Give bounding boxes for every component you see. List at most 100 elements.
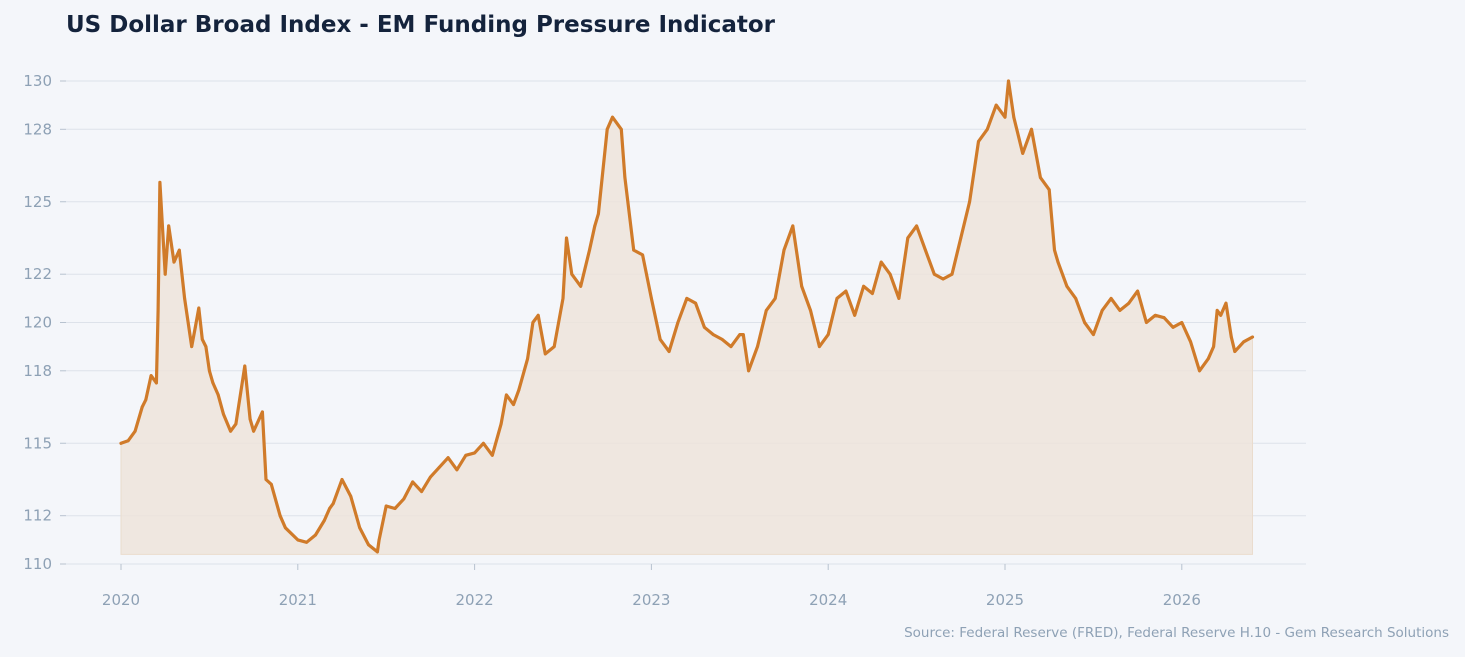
data-point [809,309,812,312]
x-axis: 2020 2021 2022 2023 2024 2025 2026 [66,563,1306,609]
data-point [517,388,521,392]
data-point [1215,309,1219,312]
data-point [208,369,211,373]
data-point [685,297,689,300]
data-point [711,333,715,336]
data-point [1242,340,1246,344]
data-point [126,439,130,443]
data-point [561,297,565,300]
data-point [1189,340,1192,344]
data-point [667,350,671,353]
data-point [1198,369,1201,373]
y-tick-label: 115 [23,434,52,452]
x-tick-label: 2020 [102,591,140,609]
data-point [985,127,989,131]
data-point [741,333,745,336]
data-point [1136,289,1139,293]
data-point [190,345,194,348]
data-point [1224,301,1228,305]
y-axis: 110 112 115 118 120 122 125 128 130 [23,72,66,573]
data-point [818,345,821,348]
data-point [155,381,158,385]
data-point [455,468,459,472]
data-point [512,403,515,406]
data-point [1056,260,1060,264]
data-point [835,297,839,300]
data-point [552,345,556,348]
data-point [376,550,379,554]
y-tick-label: 130 [23,72,52,90]
data-point [932,272,936,276]
data-point [641,253,644,257]
data-point [773,297,777,300]
data-point [1053,248,1056,252]
data-point [968,200,971,204]
data-point [229,429,233,433]
data-point [756,345,759,348]
data-point [1030,127,1033,131]
data-point [473,451,476,455]
data-point [588,248,591,252]
data-point [197,306,201,310]
data-point [119,441,123,445]
data-point [243,364,247,368]
data-point [322,519,326,522]
data-point [177,248,181,252]
data-point [526,357,529,361]
data-point [429,475,432,479]
data-point [269,482,273,486]
data-point [977,140,980,143]
data-point [499,422,503,426]
data-point [862,284,865,288]
data-point [411,480,415,484]
data-point [1003,115,1007,119]
data-point [1145,321,1148,324]
y-tick-label: 118 [23,362,52,380]
data-point [172,260,176,264]
data-point [384,504,388,508]
x-tick-label: 2024 [809,591,847,609]
y-tick-label: 125 [23,193,52,211]
data-point [579,284,583,288]
data-point [1083,321,1086,324]
data-point [915,224,918,228]
data-point [1233,350,1237,353]
data-point [764,309,768,312]
data-point [1074,297,1078,300]
data-point [167,224,171,228]
data-point [611,115,614,119]
data-point [284,526,287,530]
data-point [1118,309,1122,312]
data-point [305,540,308,544]
data-point [163,272,167,276]
data-point [1212,345,1215,348]
y-tick-label: 128 [23,120,52,138]
data-point [871,292,874,295]
x-tick-label: 2025 [986,591,1024,609]
data-point [252,429,256,433]
data-point [994,103,998,107]
x-tick-label: 2026 [1163,591,1201,609]
data-point [676,321,680,324]
y-tick-label: 112 [23,507,52,525]
data-point [1065,284,1069,288]
y-tick-label: 110 [23,555,52,573]
data-point [844,289,848,293]
data-point [204,345,208,348]
y-tick-label: 122 [23,265,52,283]
data-point [950,272,954,276]
x-tick-label: 2022 [456,591,494,609]
data-point [1092,333,1095,336]
data-point [536,313,540,317]
data-point [941,277,945,281]
data-point [264,478,268,481]
data-point [924,248,927,252]
data-point [349,495,353,498]
data-point [650,297,653,300]
data-point [1047,188,1051,192]
data-point [437,466,441,469]
x-tick-label: 2023 [632,591,670,609]
data-point [1012,115,1016,119]
data-point [133,429,137,433]
